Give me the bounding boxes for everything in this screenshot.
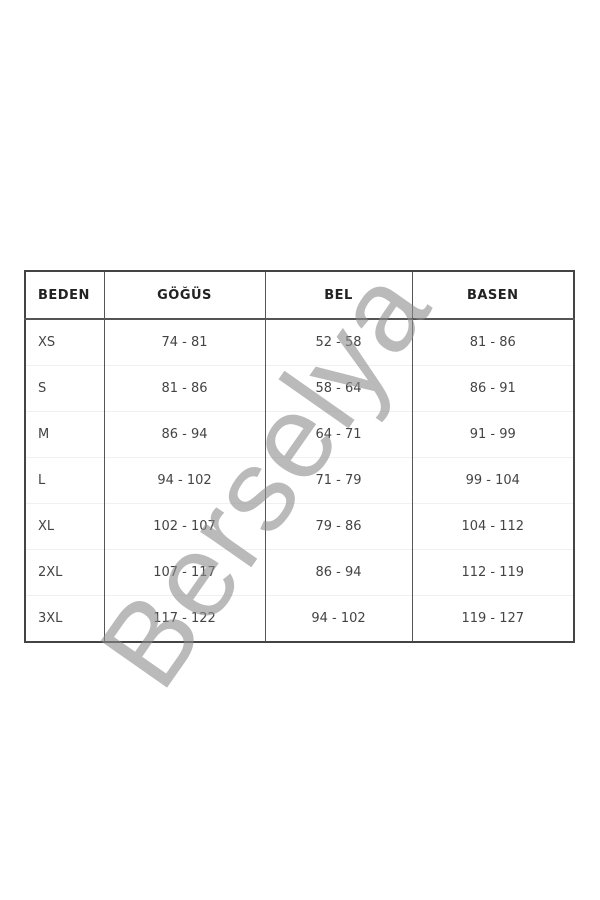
cell-chest: 117 - 122 [103, 595, 265, 642]
cell-hip: 91 - 99 [411, 411, 574, 458]
cell-chest: 102 - 107 [103, 503, 265, 550]
table-row: S 81 - 86 58 - 64 86 - 91 [25, 365, 574, 412]
table-row: XS 74 - 81 52 - 58 81 - 86 [25, 318, 574, 366]
cell-waist: 86 - 94 [264, 549, 412, 596]
cell-chest: 86 - 94 [103, 411, 265, 458]
cell-size: S [25, 365, 104, 412]
header-row: BEDEN GÖĞÜS BEL BASEN [25, 271, 574, 320]
cell-hip: 86 - 91 [411, 365, 574, 412]
table-row: 3XL 117 - 122 94 - 102 119 - 127 [25, 595, 574, 642]
cell-hip: 104 - 112 [411, 503, 574, 550]
table-row: M 86 - 94 64 - 71 91 - 99 [25, 411, 574, 458]
cell-size: XL [25, 503, 104, 550]
header-size: BEDEN [25, 271, 104, 320]
cell-size: 3XL [25, 595, 104, 642]
cell-chest: 94 - 102 [103, 457, 265, 504]
table-row: L 94 - 102 71 - 79 99 - 104 [25, 457, 574, 504]
header-chest: GÖĞÜS [103, 271, 265, 320]
cell-waist: 94 - 102 [264, 595, 412, 642]
cell-size: L [25, 457, 104, 504]
cell-hip: 119 - 127 [411, 595, 574, 642]
cell-size: 2XL [25, 549, 104, 596]
cell-waist: 58 - 64 [264, 365, 412, 412]
cell-hip: 99 - 104 [411, 457, 574, 504]
cell-size: XS [25, 318, 104, 366]
cell-waist: 71 - 79 [264, 457, 412, 504]
table-row: XL 102 - 107 79 - 86 104 - 112 [25, 503, 574, 550]
header-waist: BEL [264, 271, 412, 320]
table-row: 2XL 107 - 117 86 - 94 112 - 119 [25, 549, 574, 596]
cell-waist: 52 - 58 [264, 318, 412, 366]
cell-hip: 81 - 86 [411, 318, 574, 366]
size-chart-table: BEDEN GÖĞÜS BEL BASEN XS 74 - 81 52 - 58 81… [24, 270, 575, 643]
header-hip: BASEN [411, 271, 574, 320]
cell-chest: 74 - 81 [103, 318, 265, 366]
cell-chest: 107 - 117 [103, 549, 265, 596]
cell-waist: 79 - 86 [264, 503, 412, 550]
cell-hip: 112 - 119 [411, 549, 574, 596]
cell-waist: 64 - 71 [264, 411, 412, 458]
cell-size: M [25, 411, 104, 458]
cell-chest: 81 - 86 [103, 365, 265, 412]
